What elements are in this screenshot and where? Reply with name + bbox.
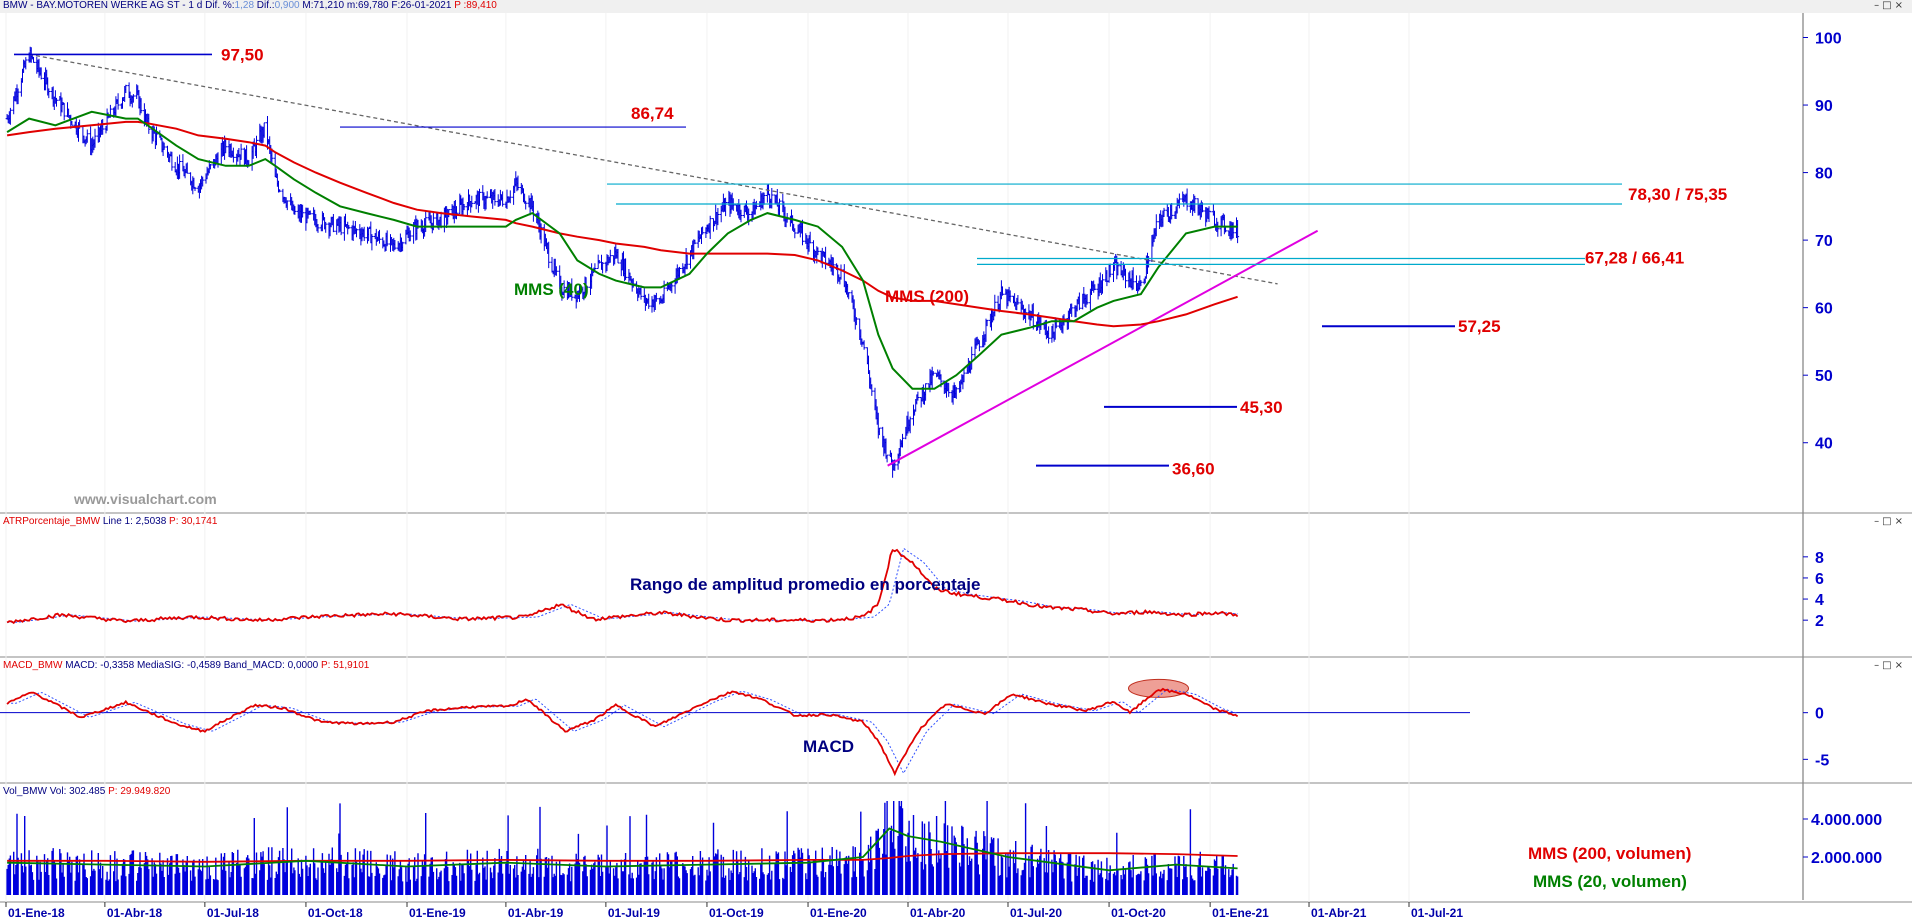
- uptrend-support-line: [887, 229, 1319, 467]
- label-level-7830-7535: 78,30 / 75,35: [1628, 185, 1727, 204]
- label-mms40: MMS (40): [514, 280, 589, 299]
- macd-highlight-ellipse: [1128, 678, 1190, 698]
- atr-y-tick-label: 8: [1815, 550, 1824, 567]
- price-bars: [5, 46, 1240, 478]
- macd-signal-value: -0,4589: [186, 660, 221, 671]
- price-y-tick-label: 70: [1815, 233, 1833, 250]
- macd-line: [6, 687, 1239, 777]
- symbol-name: BMW - BAY.MOTOREN WERKE AG ST: [3, 0, 180, 11]
- x-tick-label: 01-Ene-20: [810, 906, 867, 920]
- mms200-line: [6, 120, 1238, 328]
- volume-mms200-line: [7, 852, 1238, 863]
- macd-window-buttons[interactable]: –□×: [1874, 660, 1906, 671]
- volume-y-tick-label: 2.000.000: [1811, 850, 1882, 867]
- volume-mms20-line: [7, 827, 1238, 872]
- volume-value: 302.485: [69, 786, 106, 797]
- atr-line-value: 2,5038: [135, 516, 167, 527]
- x-tick-label: 01-Jul-19: [608, 906, 660, 920]
- x-tick-label: 01-Jul-21: [1411, 906, 1463, 920]
- dif-pct-value: 1,28: [234, 0, 255, 11]
- atr-window-buttons[interactable]: –□×: [1874, 516, 1906, 527]
- atr-signal-line: [7, 547, 1238, 623]
- x-tick-label: 01-Ene-19: [409, 906, 466, 920]
- price-y-tick-label: 90: [1815, 98, 1833, 115]
- price-y-tick-label: 80: [1815, 166, 1833, 183]
- x-tick-label: 01-Abr-18: [107, 906, 163, 920]
- x-tick-label: 01-Jul-20: [1010, 906, 1062, 920]
- macd-p-value: P: 51,9101: [320, 660, 370, 671]
- atr-y-tick-label: 4: [1815, 592, 1824, 609]
- macd-band-value: 0,0000: [287, 660, 319, 671]
- price-header: BMW - BAY.MOTOREN WERKE AG ST - 1 d Dif.…: [3, 0, 497, 11]
- x-tick-label: 01-Jul-18: [207, 906, 259, 920]
- volume-y-tick-label: 4.000.000: [1811, 812, 1882, 829]
- x-tick-label: 01-Ene-21: [1212, 906, 1269, 920]
- x-tick-label: 01-Oct-19: [709, 906, 764, 920]
- label-mms200: MMS (200): [885, 287, 969, 306]
- label-level-9750: 97,50: [221, 45, 264, 64]
- macd-panel-title: MACD: [803, 737, 854, 756]
- x-tick-label: 01-Oct-18: [308, 906, 363, 920]
- label-level-4530: 45,30: [1240, 398, 1283, 417]
- label-level-6728-6641: 67,28 / 66,41: [1585, 248, 1684, 267]
- atr-line: [6, 548, 1239, 625]
- atr-y-tick-label: 2: [1815, 613, 1824, 630]
- macd-value: -0,3358: [100, 660, 135, 671]
- x-tick-label: 01-Ene-18: [8, 906, 65, 920]
- atr-panel-title: Rango de amplitud promedio en porcentaje: [630, 575, 980, 594]
- price-y-tick-label: 100: [1815, 31, 1842, 48]
- max-value: 71,210: [313, 0, 345, 11]
- label-level-5725: 57,25: [1458, 317, 1501, 336]
- label-volume-mms200: MMS (200, volumen): [1528, 844, 1691, 863]
- atr-p-value: P: 30,1741: [169, 516, 218, 527]
- downtrend-line: [28, 53, 1278, 285]
- volume-p-value: P: 29.949.820: [108, 786, 171, 797]
- date-value: 26-01-2021: [400, 0, 452, 11]
- dif-value: 0,900: [274, 0, 300, 11]
- x-tick-label: 01-Abr-19: [508, 906, 564, 920]
- price-value: 89,410: [466, 0, 497, 11]
- mms40-line: [6, 110, 1238, 390]
- macd-signal-line: [7, 688, 1238, 775]
- top-header-bar: [0, 0, 1912, 13]
- volume-bars: [6, 801, 1239, 895]
- timeframe: 1 d: [188, 0, 203, 11]
- atr-y-tick-label: 6: [1815, 571, 1824, 588]
- macd-y-tick-label: -5: [1815, 752, 1829, 769]
- x-tick-label: 01-Oct-20: [1111, 906, 1166, 920]
- label-level-3660: 36,60: [1172, 460, 1215, 479]
- watermark: www.visualchart.com: [73, 491, 217, 507]
- label-level-8674: 86,74: [631, 104, 674, 123]
- price-y-tick-label: 50: [1815, 368, 1833, 385]
- macd-header: MACD_BMW MACD: -0,3358 MediaSIG: -0,4589…: [3, 660, 370, 671]
- atr-header: ATRPorcentaje_BMW Line 1: 2,5038 P: 30,1…: [3, 516, 218, 527]
- volume-header: Vol_BMW Vol: 302.485 P: 29.949.820: [3, 786, 171, 797]
- x-tick-label: 01-Abr-21: [1311, 906, 1367, 920]
- price-y-tick-label: 40: [1815, 436, 1833, 453]
- min-value: 69,780: [357, 0, 389, 11]
- macd-y-tick-label: 0: [1815, 706, 1824, 723]
- price-panel-frame: [0, 13, 1803, 511]
- x-tick-label: 01-Abr-20: [910, 906, 966, 920]
- price-window-buttons[interactable]: –□×: [1874, 0, 1906, 11]
- price-y-tick-label: 60: [1815, 301, 1833, 318]
- label-volume-mms20: MMS (20, volumen): [1533, 872, 1687, 891]
